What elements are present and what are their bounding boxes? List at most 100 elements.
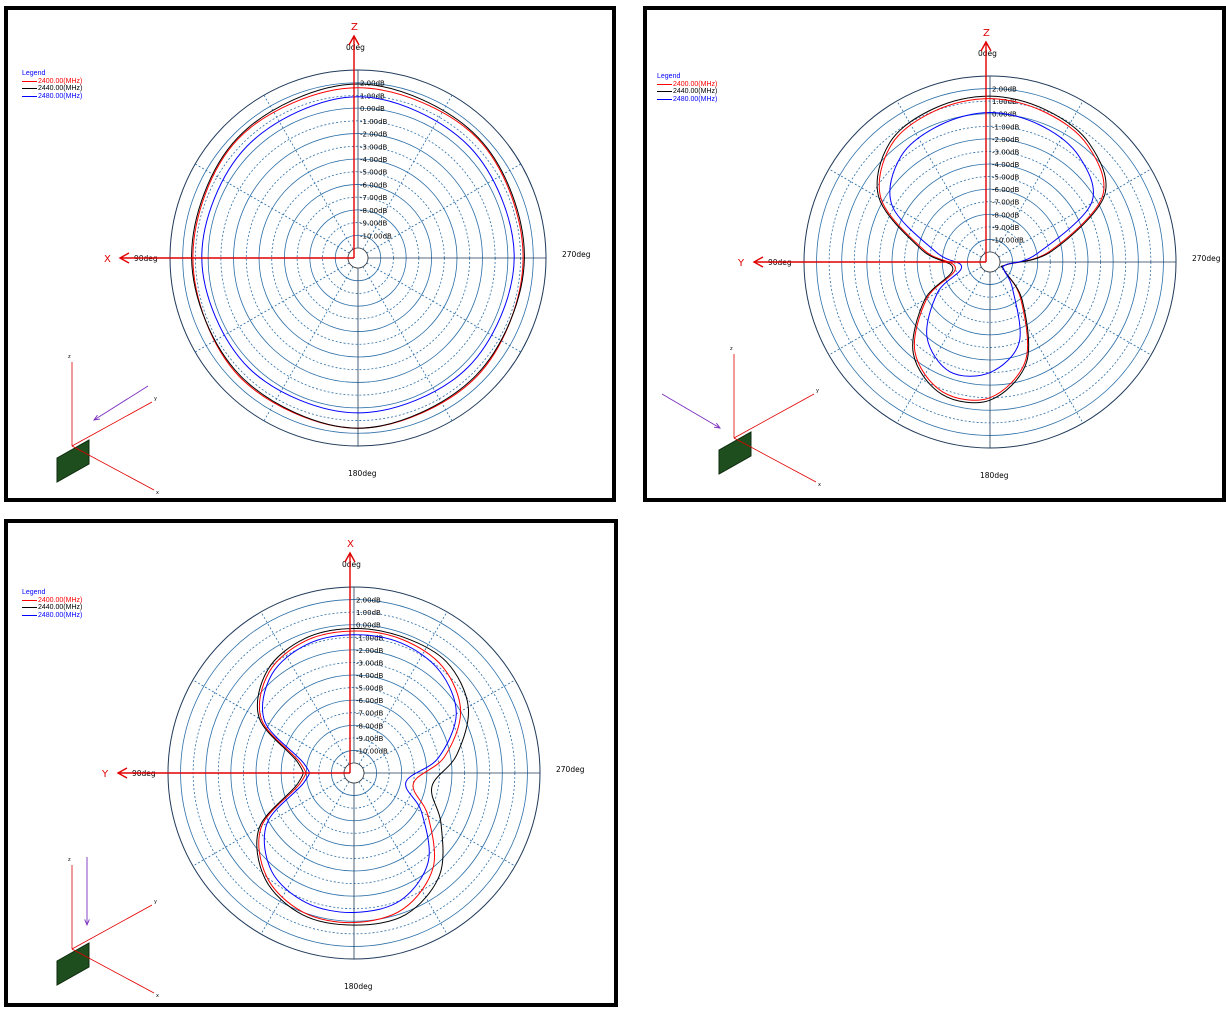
radial-tick-label: -4.00dB <box>992 161 1020 169</box>
legend-entry: 2480.00(MHz) <box>657 96 717 104</box>
grid-spoke <box>194 262 350 353</box>
legend-swatch-red <box>657 83 672 85</box>
orientation-indicator: z y x <box>56 857 159 999</box>
radial-tick-label: -1.00dB <box>992 123 1020 131</box>
orientation-axis-x <box>733 437 817 483</box>
grid-spoke <box>263 266 354 422</box>
radial-tick-label: -1.00dB <box>356 634 384 642</box>
angle-label-bottom: 180deg <box>348 469 377 478</box>
orientation-label-y: y <box>816 388 819 394</box>
legend-entry: 2480.00(MHz) <box>22 93 82 101</box>
grid-spoke <box>994 100 1084 254</box>
orientation-label-x: x <box>818 482 821 488</box>
grid-spoke <box>366 163 522 254</box>
radial-tick-label: 0.00dB <box>356 622 381 630</box>
legend-swatch-blue <box>657 98 672 100</box>
radial-tick-label: -9.00dB <box>992 224 1020 232</box>
legend-swatch-black <box>22 88 37 90</box>
vertical-axis-arrow <box>348 34 360 46</box>
radial-tick-label: -5.00dB <box>356 685 384 693</box>
grid-spoke <box>994 270 1084 424</box>
legend-entry: 2440.00(MHz) <box>657 88 717 96</box>
angle-label-right: 270deg <box>562 250 591 259</box>
series-line <box>201 96 515 414</box>
horizontal-axis-label: Y <box>101 769 109 780</box>
view-direction-arrow <box>93 385 149 421</box>
grid-spoke <box>194 163 350 254</box>
grid-spoke <box>260 611 350 765</box>
radial-tick-label: 1.00dB <box>356 609 381 617</box>
legend-swatch-black <box>657 91 672 93</box>
vertical-axis-label: Z <box>983 28 990 39</box>
horizontal-axis-label: X <box>104 254 111 265</box>
radial-tick-label: -6.00dB <box>360 181 388 189</box>
orientation-label-y: y <box>154 396 157 402</box>
grid-spoke <box>896 270 986 424</box>
series-line <box>256 627 470 926</box>
polar-chart-svg: 2.00dB 1.00dB 0.00dB -1.00dB -2.00dB -3.00dB -… <box>56 22 591 496</box>
grid-spoke <box>998 168 1152 258</box>
radial-tick-label: -3.00dB <box>992 148 1020 156</box>
radial-tick-label: -10.00dB <box>360 232 392 240</box>
radial-tick-label: -2.00dB <box>356 647 384 655</box>
legend-entry: 2440.00(MHz) <box>22 604 82 612</box>
polar-chart-svg: 2.00dB 1.00dB 0.00dB -1.00dB -2.00dB -3.00dB -… <box>661 28 1221 488</box>
radial-tick-label: -8.00dB <box>360 207 388 215</box>
radial-tick-label: -10.00dB <box>992 236 1024 244</box>
angle-label-top: 0deg <box>342 560 361 569</box>
legend-entry: 2400.00(MHz) <box>657 81 717 89</box>
legend-label: 2400.00(MHz) <box>38 596 83 604</box>
grid-spoke <box>192 777 346 867</box>
vertical-axis-arrow <box>344 551 356 563</box>
grid-spoke <box>828 266 982 356</box>
radial-tick-label: -2.00dB <box>360 131 388 139</box>
radial-tick-label: 0.00dB <box>992 111 1017 119</box>
orientation-indicator: z y x <box>56 354 159 496</box>
angle-label-bottom: 180deg <box>344 982 373 991</box>
legend-swatch-blue <box>22 614 37 616</box>
legend-swatch-blue <box>22 95 37 97</box>
grid-spoke <box>998 266 1152 356</box>
orientation-label-x: x <box>156 993 159 999</box>
orientation-label-x: x <box>156 490 159 496</box>
series-line <box>191 83 525 429</box>
grid-spoke <box>362 94 453 250</box>
grid-spoke <box>366 262 522 353</box>
legend-title: Legend <box>22 70 46 77</box>
orientation-label-y: y <box>154 899 157 905</box>
radial-tick-label: -9.00dB <box>360 220 388 228</box>
angle-label-top: 0deg <box>978 49 997 58</box>
legend-entry: 2440.00(MHz) <box>22 85 82 93</box>
radial-tick-label: -6.00dB <box>992 186 1020 194</box>
grid-spoke <box>896 100 986 254</box>
legend-swatch-black <box>22 607 37 609</box>
angle-label-right: 270deg <box>1192 254 1221 263</box>
legend-title: Legend <box>657 73 681 80</box>
radial-tick-label: 2.00dB <box>360 80 385 88</box>
grid-spoke <box>260 781 350 935</box>
legend-entry: 2400.00(MHz) <box>22 78 82 86</box>
legend-entry: 2480.00(MHz) <box>22 612 82 620</box>
series-line <box>258 630 462 924</box>
orientation-axis-x <box>71 948 155 994</box>
chart-legend: Legend 2400.00(MHz) 2440.00(MHz) 2480.00… <box>22 70 82 100</box>
legend-entry: 2400.00(MHz) <box>22 597 82 605</box>
radial-tick-label: -1.00dB <box>360 118 388 126</box>
view-direction-arrowhead <box>84 919 90 927</box>
polar-chart-panel-xz: 2.00dB 1.00dB 0.00dB -1.00dB -2.00dB -3.00dB -… <box>4 6 616 502</box>
orientation-axis-y <box>71 401 153 447</box>
orientation-label-z: z <box>68 857 71 863</box>
grid-spoke <box>362 679 516 769</box>
legend-swatch-red <box>22 599 37 601</box>
legend-label: 2480.00(MHz) <box>673 95 718 103</box>
radial-tick-label: -2.00dB <box>992 136 1020 144</box>
horizontal-axis-arrow <box>752 256 764 268</box>
grid-spoke <box>358 781 448 935</box>
angle-label-top: 0deg <box>346 43 365 52</box>
legend-label: 2440.00(MHz) <box>673 88 718 95</box>
orientation-axis-y <box>733 393 815 439</box>
series-line <box>889 111 1094 377</box>
radial-tick-label: -5.00dB <box>992 174 1020 182</box>
grid-spoke <box>263 94 354 250</box>
radial-tick-label: -7.00dB <box>360 194 388 202</box>
